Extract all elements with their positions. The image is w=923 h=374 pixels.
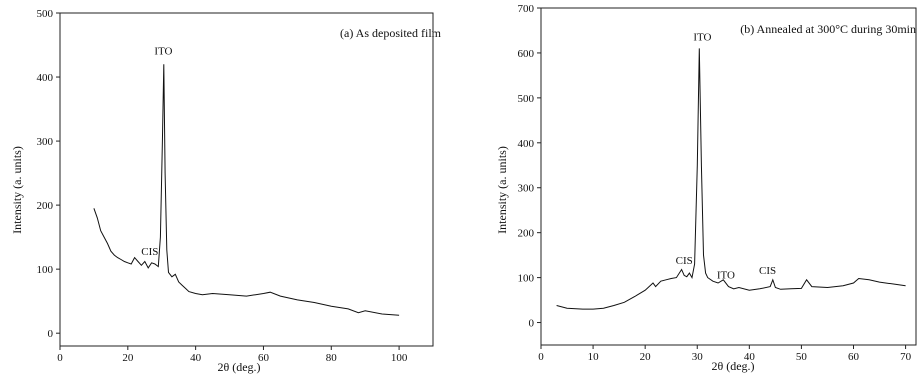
panel-a-y-tick-label: 100 [37,264,54,276]
panel-b-annotations: ITO CIS ITO CIS [676,31,776,281]
panel-b-annotation: ITO [693,31,711,43]
panel-b-y-tick-label: 300 [518,183,535,195]
panel-b-xlabel: 2θ (deg.) [711,359,754,373]
panel-b-y-tick-label: 0 [529,318,535,330]
panel-b-y-tick-label: 500 [518,93,535,105]
panel-b-y-tick-label: 400 [518,138,535,150]
panel-a-y-tick-label: 300 [37,136,54,148]
panel-a-y-tick-label: 200 [37,200,54,212]
panel-a-x-tick-label: 80 [326,352,338,364]
panel-b-x-tick-label: 10 [588,351,600,363]
panel-a-y-tick-label: 500 [37,8,54,20]
panel-b-annotation: CIS [676,255,693,267]
panel-a-chart: (a) As deposited film Intensity (a. unit… [10,8,442,374]
panel-a-annotation: ITO [154,46,172,58]
panel-b-x-tick-label: 50 [796,351,808,363]
panel-b-annotation: ITO [717,269,735,281]
panel-b-x-tick-label: 60 [848,351,860,363]
panel-b-series-line [556,48,906,310]
panel-b-chart: (b) Annealed at 300°C during 30min Inten… [495,3,917,373]
panel-a-x-tick-label: 60 [258,352,270,364]
panel-a-ylabel: Intensity (a. units) [10,146,24,234]
panel-a-series-line [93,64,400,316]
panel-b-y-ticks: 0 100 200 300 400 500 600 700 [518,3,541,330]
panel-a-xlabel: 2θ (deg.) [217,360,260,374]
panel-a-y-ticks: 0 100 200 300 400 500 [37,8,60,340]
panel-b-x-ticks: 0 10 20 30 40 50 60 70 [538,345,912,363]
panel-b-x-tick-label: 0 [538,351,544,363]
panel-a-title: (a) As deposited film [340,26,442,40]
panel-b-ylabel: Intensity (a. units) [495,146,509,234]
panel-b-plot-frame [540,7,917,346]
panel-a-plot-frame [59,12,434,347]
panel-a-x-tick-label: 100 [391,352,408,364]
panel-b-title: (b) Annealed at 300°C during 30min [740,22,916,36]
panel-a-x-tick-label: 20 [122,352,134,364]
panel-b-y-tick-label: 700 [518,3,535,15]
panel-a-annotation: CIS [141,246,158,258]
panel-b-x-tick-label: 20 [640,351,652,363]
panel-b-x-tick-label: 70 [900,351,912,363]
panel-a-annotations: ITO CIS [141,46,172,258]
panel-b-x-tick-label: 40 [744,351,756,363]
panel-b-y-tick-label: 200 [518,228,535,240]
panel-b-annotation: CIS [759,265,776,277]
panel-a-x-tick-label: 40 [190,352,202,364]
panel-b-y-tick-label: 600 [518,48,535,60]
panel-a-x-tick-label: 0 [57,352,63,364]
panel-a-y-tick-label: 0 [48,328,54,340]
panel-b-x-tick-label: 30 [692,351,704,363]
panel-a-y-tick-label: 400 [37,72,54,84]
panel-b-y-tick-label: 100 [518,273,535,285]
panel-a-x-ticks: 0 20 40 60 80 100 [57,346,408,364]
